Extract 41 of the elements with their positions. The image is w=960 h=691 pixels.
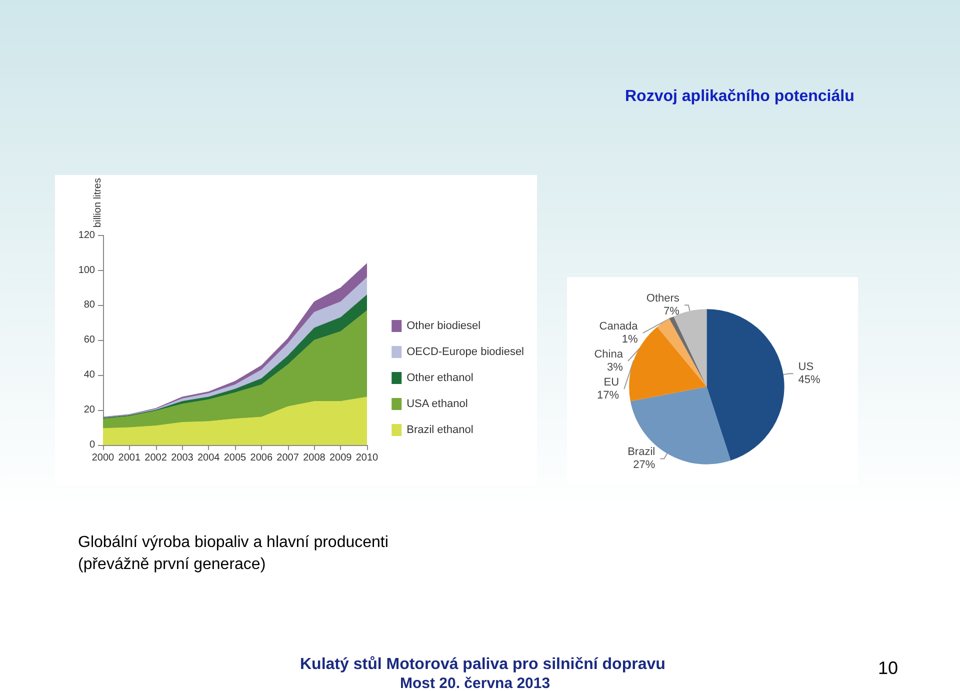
data-label: 27% [633,459,656,472]
y-tick-label: 60 [84,334,96,346]
x-tick-label: 2002 [144,452,168,464]
x-tick-label: 2004 [197,452,220,464]
slice-label: Others [646,292,680,305]
x-tick-label: 2006 [250,452,273,464]
y-tick-label: 100 [78,264,96,276]
legend-label: Other biodiesel [406,320,481,332]
text: Most 20. června 2013 [400,675,550,691]
x-tick-label: 2007 [276,452,300,464]
data-label: 7% [664,306,680,318]
legend-label: OECD-Europe biodiesel [406,346,524,358]
y-tick-label: 120 [78,230,96,241]
text: Kulatý stůl Motorová paliva pro silniční dopravu [300,656,666,674]
slice-label: US [798,361,814,374]
slice-label: EU [604,376,620,389]
slice-label: Canada [599,320,639,333]
text: 10 [878,658,898,679]
data-label: 3% [607,362,624,374]
x-tick-label: 2008 [303,452,326,464]
x-tick-label: 2000 [92,452,115,464]
data-label: 1% [622,334,638,346]
x-tick-label: 2003 [171,452,194,464]
x-tick-label: 2005 [224,452,247,464]
legend-label: Other ethanol [406,372,474,384]
y-tick-label: 20 [84,404,96,416]
y-tick-label: 40 [84,370,96,381]
x-tick-label: 2010 [356,452,379,464]
slice-label: Brazil [628,446,656,458]
text: Rozvoj aplikačního potenciálu [625,88,854,106]
legend-label: Brazil ethanol [406,424,474,436]
y-tick-label: 0 [89,440,96,450]
y-axis-title: billion litres [92,178,104,228]
data-label: 17% [597,390,620,402]
slice-label: China [594,348,624,361]
x-tick-label: 2001 [118,452,141,464]
y-tick-label: 80 [84,300,96,311]
text: Globální výroba biopaliv a hlavní producenti (převážně první generace) [78,533,390,575]
legend-label: USA ethanol [406,398,468,410]
data-label: 45% [798,374,821,386]
x-tick-label: 2009 [329,452,352,464]
